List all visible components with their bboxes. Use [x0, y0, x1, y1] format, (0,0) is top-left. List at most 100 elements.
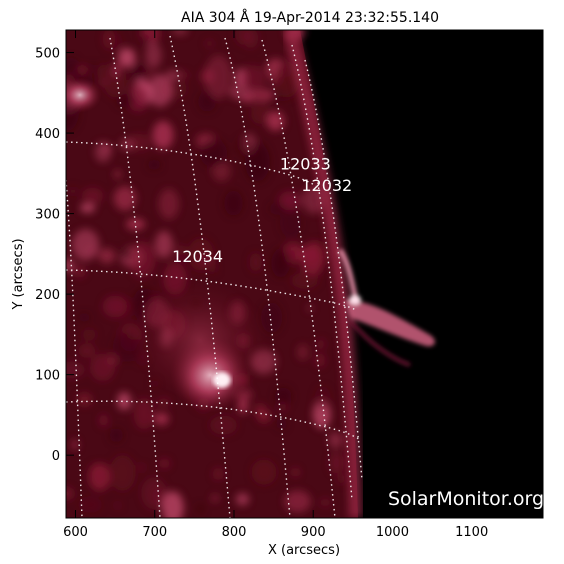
chromosphere-cell: [337, 473, 346, 485]
upper-left-plage: [66, 77, 102, 113]
chromosphere-cell: [174, 245, 187, 255]
chromosphere-cell: [98, 248, 116, 264]
chromosphere-cell: [266, 111, 285, 131]
chromosphere-cell: [249, 252, 262, 272]
chromosphere-cell: [235, 137, 256, 158]
chromosphere-cell: [69, 186, 77, 197]
figure-title: AIA 304 Å 19-Apr-2014 23:32:55.140: [181, 9, 439, 26]
active-region-kernel: [213, 372, 231, 388]
chromosphere-cell: [297, 247, 319, 262]
chromosphere-cell: [78, 496, 103, 513]
chromosphere-cell: [211, 494, 219, 502]
chromosphere-cell: [181, 71, 188, 80]
y-tick-label: 0: [52, 449, 60, 464]
chromosphere-cell: [102, 295, 128, 318]
chromosphere-cell: [66, 487, 73, 500]
active-region-label: 12033: [280, 154, 331, 173]
y-tick-label: 100: [35, 369, 60, 384]
chromosphere-cell: [250, 101, 270, 125]
chromosphere-cell: [148, 74, 173, 107]
chromosphere-cell: [73, 264, 86, 278]
chromosphere-cell: [279, 209, 302, 238]
chromosphere-cell: [80, 203, 96, 213]
active-region-label: 12032: [301, 176, 352, 195]
chromosphere-cell: [104, 68, 127, 98]
chromosphere-cell: [155, 231, 173, 258]
chromosphere-cell: [141, 477, 167, 510]
chromosphere-cell: [195, 252, 217, 268]
chromosphere-cell: [77, 393, 92, 406]
chromosphere-cell: [71, 229, 100, 261]
chromosphere-cell: [235, 493, 250, 506]
chromosphere-cell: [284, 490, 311, 513]
x-tick-label: 800: [222, 525, 247, 540]
chromosphere-cell: [315, 353, 325, 368]
latitude-line: [66, 400, 361, 441]
chromosphere-cell: [71, 439, 79, 450]
x-axis-label: X (arcsecs): [268, 543, 340, 558]
chromosphere-cell: [172, 30, 188, 35]
chromosphere-cell: [78, 312, 91, 323]
chromosphere-cell: [141, 34, 151, 45]
heliographic-grid: [66, 35, 363, 518]
chromosphere-cell: [90, 353, 115, 382]
plot-frame: [65, 29, 544, 519]
chromosphere-cell: [147, 159, 161, 170]
prominence: [337, 248, 435, 367]
chromosphere-cell: [82, 187, 104, 205]
chromosphere-cell: [239, 65, 266, 92]
chromosphere-cell: [316, 339, 325, 349]
chromosphere-cell: [204, 55, 233, 99]
longitude-line: [261, 39, 336, 518]
chromosphere-cell: [78, 343, 96, 358]
chromosphere-cell: [120, 248, 132, 260]
chromosphere-cell: [269, 202, 287, 215]
chromosphere-cell: [109, 428, 124, 443]
chromosphere-cell: [329, 451, 344, 474]
chromosphere-cell: [81, 329, 97, 340]
chromosphere-cell: [208, 265, 218, 273]
x-axis: 600 700 800 900 1000 1100: [63, 30, 488, 540]
chromosphere-cell: [174, 253, 189, 265]
chromosphere-cell: [114, 170, 121, 179]
chromosphere-cell: [253, 89, 274, 102]
x-tick-label: 600: [63, 525, 88, 540]
active-region-labels: 12033 12032 12034: [172, 154, 352, 266]
chromosphere-cell: [138, 464, 145, 470]
chromosphere-cell: [291, 272, 319, 289]
chromosphere-cell: [113, 502, 122, 509]
chromosphere-cell: [110, 33, 123, 53]
chromosphere-cell: [271, 248, 290, 278]
chromosphere-cell: [99, 414, 108, 427]
chromosphere-cell: [287, 250, 296, 260]
chromosphere-cell: [158, 458, 171, 469]
chromosphere-cell: [237, 397, 249, 414]
chromosphere-cell: [145, 42, 162, 69]
chromosphere-cell: [117, 392, 131, 410]
chromosphere-cell: [88, 463, 111, 491]
chromosphere-texture: [66, 30, 346, 518]
chromosphere-cell: [109, 454, 136, 492]
chromosphere-cell: [146, 70, 155, 77]
x-tick-label: 1100: [455, 525, 488, 540]
chromosphere-cell: [297, 344, 309, 361]
chromosphere-cell: [128, 241, 156, 278]
y-tick-label: 500: [35, 47, 60, 62]
y-tick-label: 200: [35, 288, 60, 303]
chromosphere-cell: [157, 398, 170, 408]
chromosphere-cell: [198, 91, 216, 112]
longitude-line: [224, 37, 291, 518]
y-tick-label: 300: [35, 208, 60, 223]
chromosphere-cell: [314, 386, 331, 410]
chromosphere-cell: [127, 85, 148, 112]
chromosphere-cell: [274, 387, 292, 406]
x-tick-label: 700: [142, 525, 167, 540]
chromosphere-cell: [199, 138, 228, 168]
chromosphere-cell: [197, 504, 204, 514]
chromosphere-cell: [254, 403, 265, 418]
chromosphere-cell: [158, 188, 179, 220]
chromosphere-cell: [251, 459, 277, 485]
longitude-line: [66, 179, 83, 518]
chromosphere-cell: [154, 412, 169, 426]
